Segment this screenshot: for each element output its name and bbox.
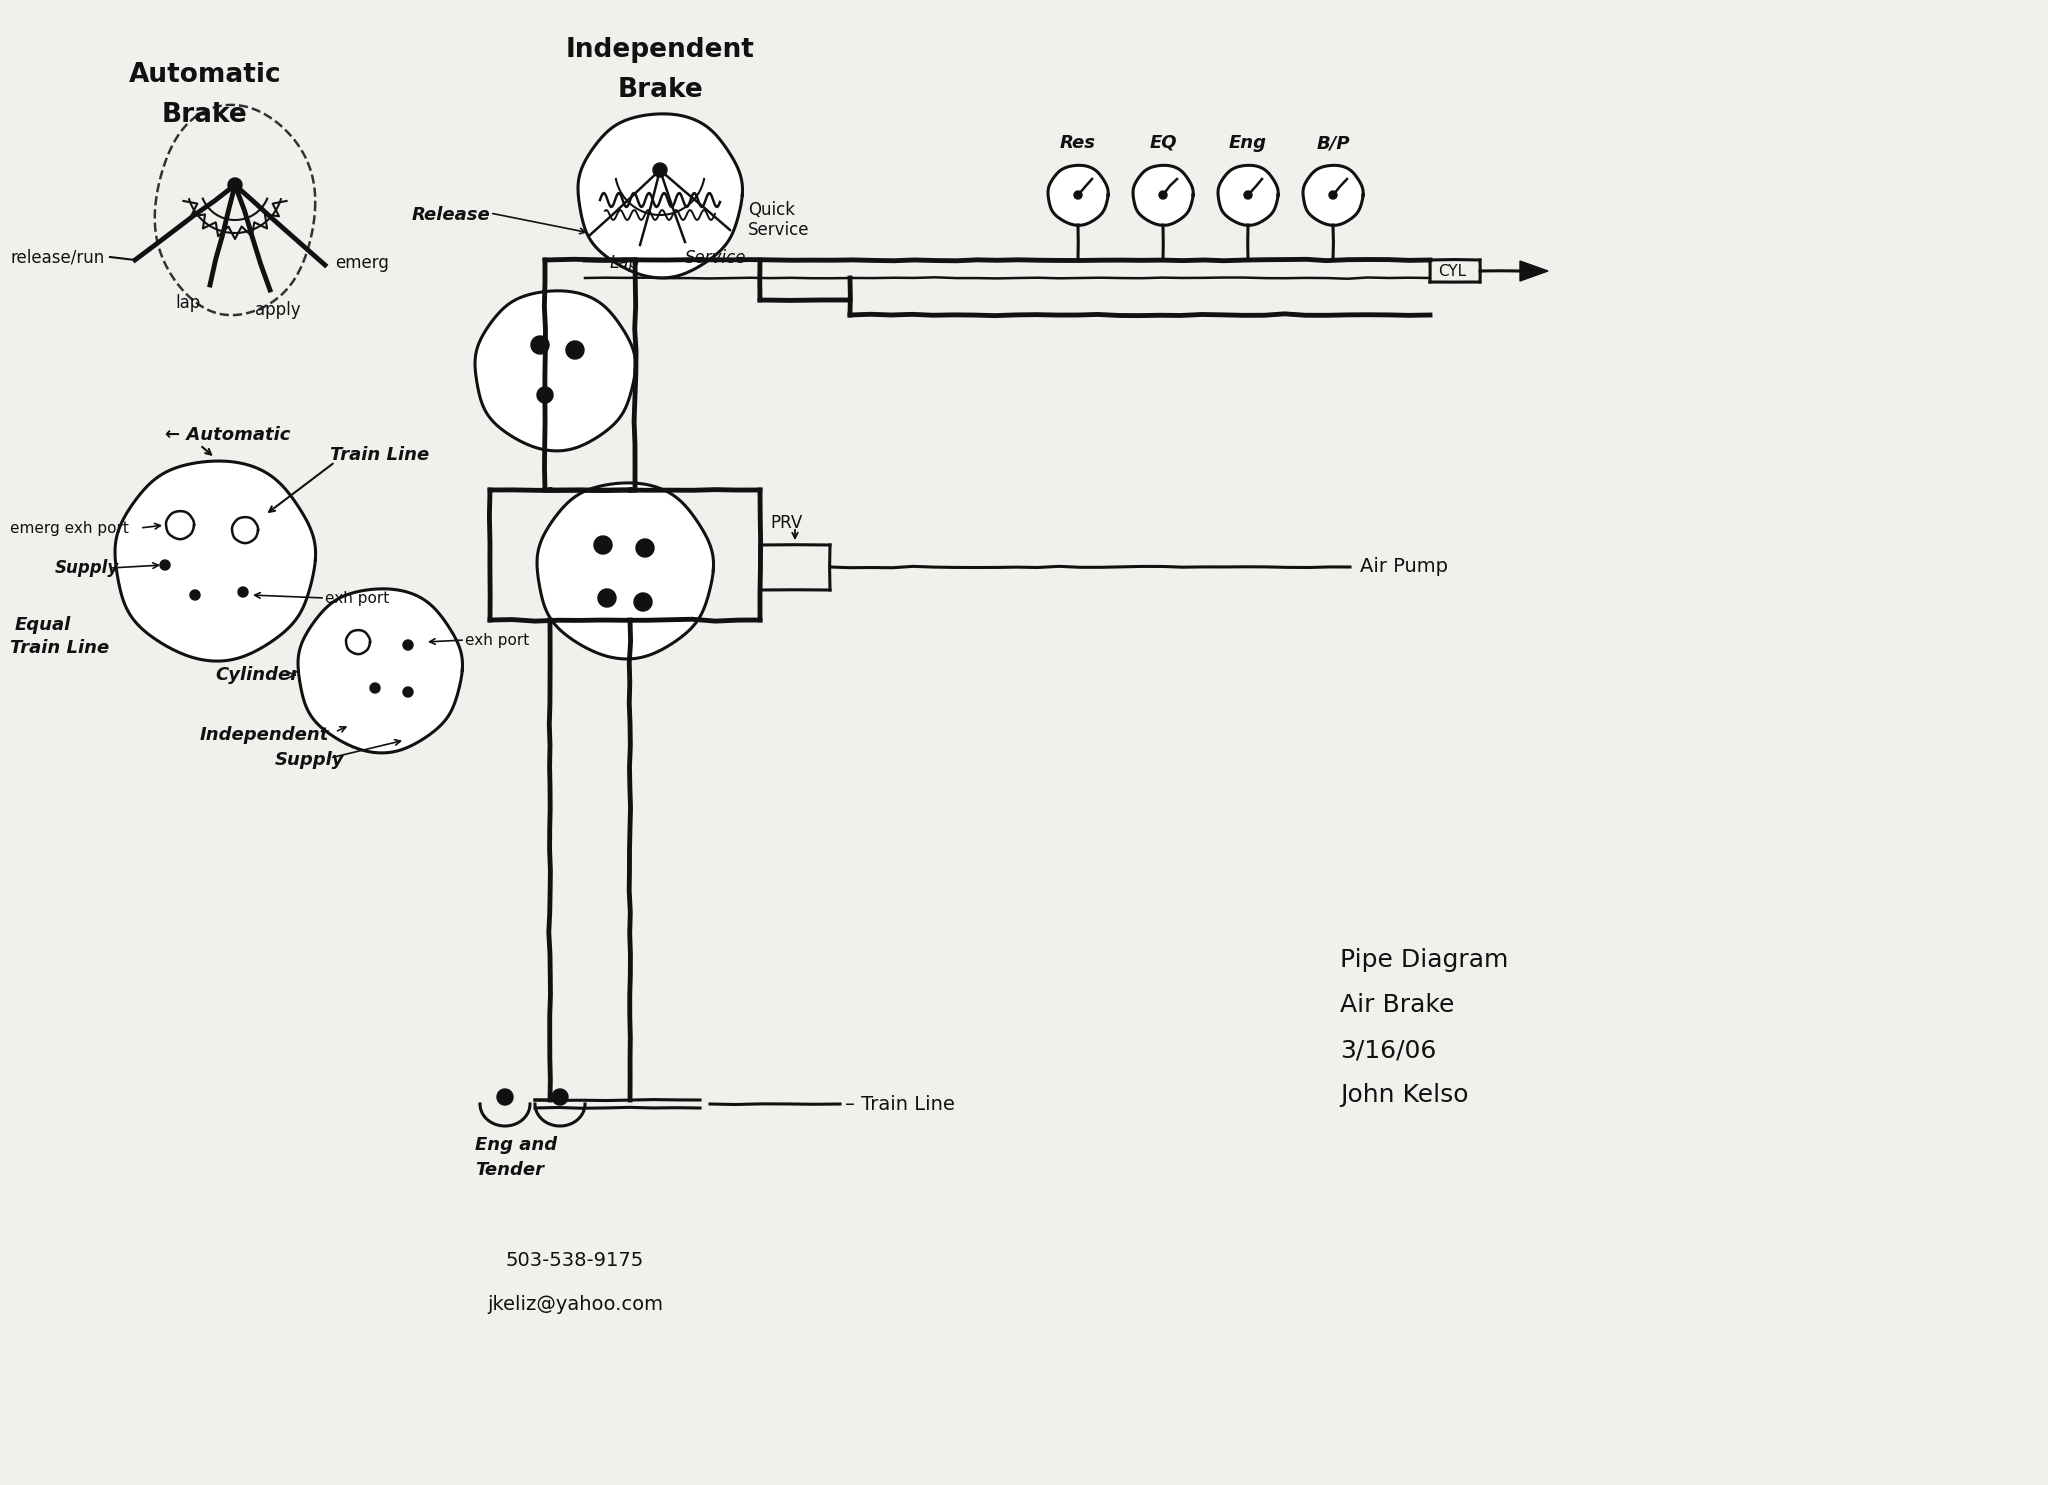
Text: Train Line: Train Line — [10, 639, 109, 656]
Polygon shape — [598, 590, 616, 607]
Text: Res: Res — [1061, 134, 1096, 151]
Text: PRV: PRV — [770, 514, 803, 532]
Polygon shape — [475, 291, 635, 451]
Text: Quick
Service: Quick Service — [748, 200, 809, 239]
Text: Independent: Independent — [201, 726, 330, 744]
Text: Service: Service — [684, 249, 748, 267]
Text: exh port: exh port — [326, 591, 389, 606]
Polygon shape — [530, 336, 549, 353]
Text: exh port: exh port — [465, 633, 528, 647]
Text: release/run: release/run — [10, 248, 104, 266]
Text: apply: apply — [256, 301, 301, 319]
Polygon shape — [1303, 165, 1364, 226]
Polygon shape — [637, 539, 653, 557]
Text: Release: Release — [412, 206, 489, 224]
Polygon shape — [403, 640, 414, 650]
Text: emerg exh port: emerg exh port — [10, 521, 129, 536]
Text: lap: lap — [174, 294, 201, 312]
Polygon shape — [1073, 192, 1081, 199]
Text: Automatic: Automatic — [129, 62, 281, 88]
Text: emerg: emerg — [336, 254, 389, 272]
Polygon shape — [1329, 192, 1337, 199]
Polygon shape — [238, 587, 248, 597]
Text: ← Automatic: ← Automatic — [166, 426, 291, 444]
Polygon shape — [565, 342, 584, 359]
Text: 503-538-9175: 503-538-9175 — [506, 1250, 645, 1270]
Polygon shape — [1520, 261, 1548, 281]
Polygon shape — [553, 1089, 567, 1105]
Text: Supply: Supply — [55, 558, 119, 578]
Text: EQ: EQ — [1149, 134, 1178, 151]
Polygon shape — [190, 590, 201, 600]
Polygon shape — [227, 178, 242, 192]
Polygon shape — [1049, 165, 1108, 226]
Polygon shape — [231, 517, 258, 544]
Text: Lap: Lap — [610, 254, 639, 272]
Text: Train Line: Train Line — [330, 446, 430, 463]
Polygon shape — [403, 688, 414, 696]
Text: B/P: B/P — [1317, 134, 1350, 151]
Polygon shape — [653, 163, 668, 177]
Polygon shape — [299, 590, 463, 753]
Polygon shape — [115, 460, 315, 661]
Polygon shape — [498, 1089, 512, 1105]
Text: Independent: Independent — [565, 37, 754, 62]
Polygon shape — [578, 114, 743, 278]
Polygon shape — [371, 683, 381, 693]
Polygon shape — [1243, 192, 1251, 199]
Polygon shape — [1159, 192, 1167, 199]
Text: Eng: Eng — [1229, 134, 1268, 151]
Polygon shape — [1133, 165, 1194, 226]
Polygon shape — [537, 483, 713, 659]
Text: Air Pump: Air Pump — [1360, 557, 1448, 576]
Text: John Kelso: John Kelso — [1339, 1083, 1468, 1106]
Polygon shape — [1219, 165, 1278, 226]
Polygon shape — [635, 593, 651, 610]
Polygon shape — [537, 388, 553, 402]
Text: Brake: Brake — [616, 77, 702, 102]
Text: 3/16/06: 3/16/06 — [1339, 1038, 1436, 1062]
Text: Supply: Supply — [274, 751, 344, 769]
Text: Tender: Tender — [475, 1161, 545, 1179]
Text: Cylinder: Cylinder — [215, 665, 299, 685]
Polygon shape — [594, 536, 612, 554]
Polygon shape — [346, 630, 371, 653]
Polygon shape — [160, 560, 170, 570]
Text: Pipe Diagram: Pipe Diagram — [1339, 947, 1509, 973]
Text: Air Brake: Air Brake — [1339, 993, 1454, 1017]
Polygon shape — [166, 511, 195, 539]
Text: Brake: Brake — [162, 102, 248, 128]
Text: jkeliz@yahoo.com: jkeliz@yahoo.com — [487, 1295, 664, 1314]
Text: Equal: Equal — [14, 616, 72, 634]
Text: CYL: CYL — [1438, 263, 1466, 279]
Text: – Train Line: – Train Line — [846, 1094, 954, 1114]
Text: Eng and: Eng and — [475, 1136, 557, 1154]
